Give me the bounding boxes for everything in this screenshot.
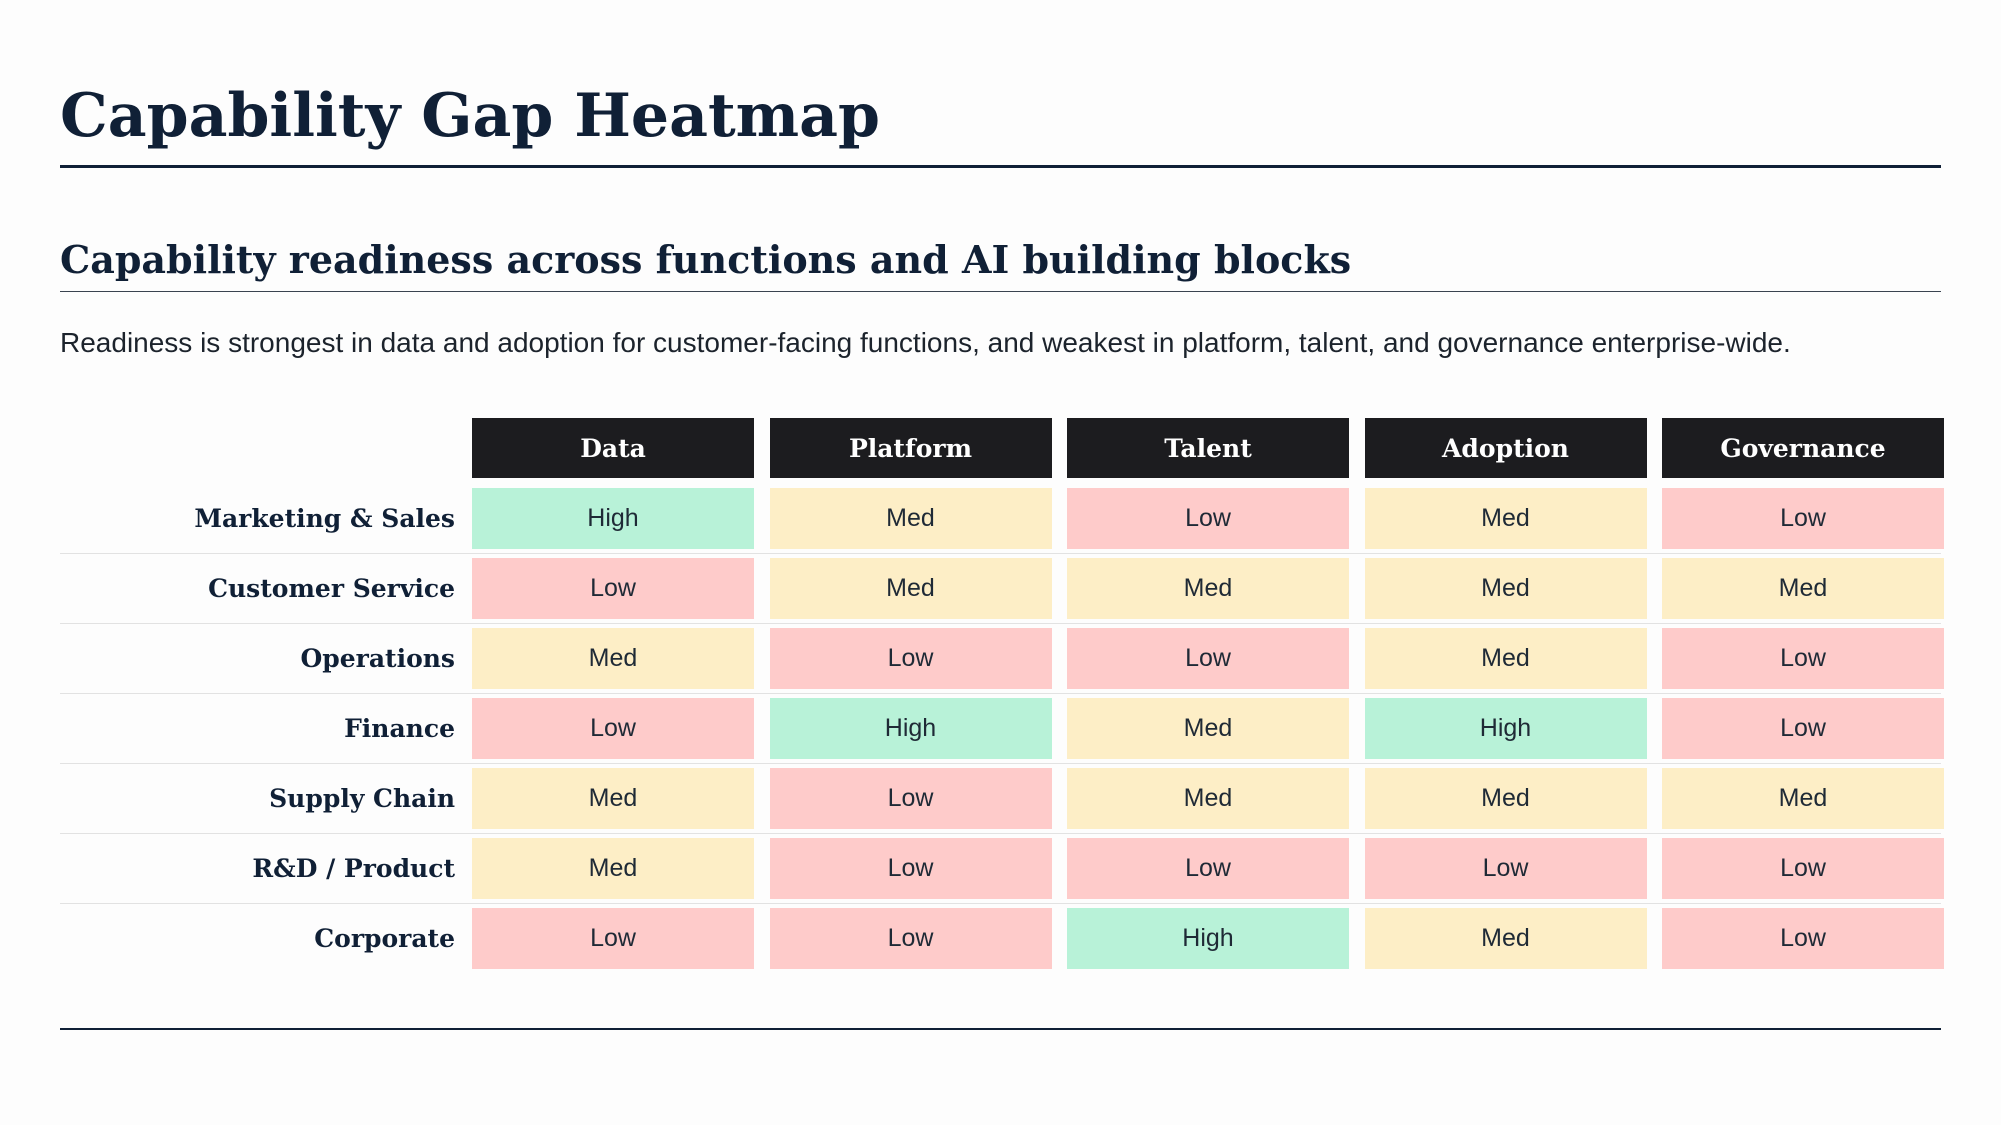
- heatmap-cell: Low: [769, 628, 1052, 689]
- column-header-adoption: Adoption: [1364, 418, 1647, 478]
- heatmap-cell: Med: [472, 628, 754, 689]
- heatmap-cell: Low: [472, 698, 754, 759]
- title-divider: [60, 165, 1941, 168]
- column-header-platform: Platform: [769, 418, 1052, 478]
- heatmap-cell: Med: [1364, 768, 1647, 829]
- heatmap-cell: Med: [1364, 908, 1647, 969]
- heatmap-cell: High: [1067, 908, 1349, 969]
- heatmap-cell: Low: [1067, 838, 1349, 899]
- row-divider: [60, 903, 1941, 904]
- summary-text: Readiness is strongest in data and adopt…: [60, 327, 1791, 358]
- row-label: R&D / Product: [252, 854, 455, 883]
- heatmap-cell: Low: [472, 908, 754, 969]
- heatmap-cell: Med: [769, 488, 1052, 549]
- row-divider: [60, 623, 1941, 624]
- heatmap-cell: High: [472, 488, 754, 549]
- chart-subtitle: Capability readiness across functions an…: [60, 237, 1352, 282]
- heatmap-cell: High: [1364, 698, 1647, 759]
- column-header-data: Data: [472, 418, 754, 478]
- heatmap-cell: Med: [1067, 698, 1349, 759]
- row-label: Marketing & Sales: [194, 504, 455, 533]
- heatmap-cell: Med: [1662, 558, 1944, 619]
- heatmap-grid: Data Platform Talent Adoption Governance Mark…: [60, 418, 1944, 970]
- heatmap-cell: Low: [1364, 838, 1647, 899]
- heatmap-cell: Low: [1067, 628, 1349, 689]
- column-header-governance: Governance: [1662, 418, 1944, 478]
- page-title: Capability Gap Heatmap: [60, 81, 880, 151]
- heatmap-cell: Low: [1662, 628, 1944, 689]
- row-divider: [60, 833, 1941, 834]
- heatmap-cell: Med: [1364, 488, 1647, 549]
- subtitle-divider: [60, 291, 1941, 292]
- heatmap-cell: Med: [1067, 558, 1349, 619]
- heatmap-cell: Med: [472, 838, 754, 899]
- heatmap-cell: Med: [1364, 628, 1647, 689]
- row-label: Corporate: [314, 924, 455, 953]
- heatmap-cell: Low: [1662, 488, 1944, 549]
- heatmap-cell: Med: [1662, 768, 1944, 829]
- column-header-talent: Talent: [1067, 418, 1349, 478]
- heatmap-cell: Low: [769, 838, 1052, 899]
- heatmap-cell: Low: [1662, 698, 1944, 759]
- heatmap-cell: Low: [769, 908, 1052, 969]
- heatmap-cell: Med: [1364, 558, 1647, 619]
- heatmap-cell: Med: [769, 558, 1052, 619]
- row-label: Operations: [300, 644, 455, 673]
- heatmap-cell: Low: [1662, 838, 1944, 899]
- heatmap-cell: Low: [472, 558, 754, 619]
- bottom-divider: [60, 1028, 1941, 1030]
- row-divider: [60, 693, 1941, 694]
- heatmap-cell: Med: [472, 768, 754, 829]
- page: Capability Gap Heatmap Capability readin…: [60, 0, 1944, 1125]
- heatmap-cell: Low: [769, 768, 1052, 829]
- row-label: Finance: [344, 714, 455, 743]
- row-divider: [60, 553, 1941, 554]
- row-label: Customer Service: [208, 574, 455, 603]
- heatmap-cell: Low: [1067, 488, 1349, 549]
- heatmap-cell: High: [769, 698, 1052, 759]
- row-divider: [60, 763, 1941, 764]
- row-label: Supply Chain: [269, 784, 455, 813]
- heatmap-cell: Med: [1067, 768, 1349, 829]
- heatmap-cell: Low: [1662, 908, 1944, 969]
